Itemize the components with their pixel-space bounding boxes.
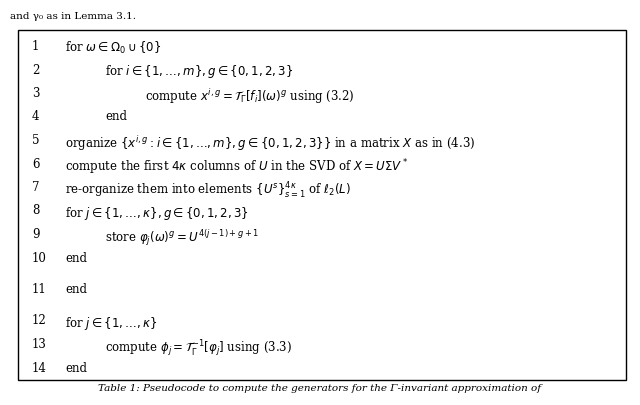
Text: end: end <box>105 111 127 124</box>
Text: 14: 14 <box>32 362 47 375</box>
Text: for $j \in \{1,\ldots,\kappa\}, g \in \{0,1,2,3\}$: for $j \in \{1,\ldots,\kappa\}, g \in \{… <box>65 205 249 222</box>
Text: compute $\phi_j = \mathcal{T}_{\Gamma}^{-1}[\varphi_j]$ using (3.3): compute $\phi_j = \mathcal{T}_{\Gamma}^{… <box>105 338 292 358</box>
Text: Table 1: Pseudocode to compute the generators for the Γ-invariant approximation : Table 1: Pseudocode to compute the gener… <box>99 384 541 393</box>
Text: for $i \in \{1,\ldots,m\}, g \in \{0,1,2,3\}$: for $i \in \{1,\ldots,m\}, g \in \{0,1,2… <box>105 64 293 81</box>
Text: 4: 4 <box>32 111 40 124</box>
Text: for $\omega \in \Omega_0 \cup \{0\}$: for $\omega \in \Omega_0 \cup \{0\}$ <box>65 40 161 56</box>
Text: 11: 11 <box>32 283 47 296</box>
Text: 3: 3 <box>32 87 40 100</box>
Text: 10: 10 <box>32 252 47 264</box>
Text: end: end <box>65 362 87 375</box>
Text: 7: 7 <box>32 181 40 194</box>
Text: 9: 9 <box>32 228 40 241</box>
Text: 1: 1 <box>32 40 40 53</box>
Text: for $j \in \{1,\ldots,\kappa\}$: for $j \in \{1,\ldots,\kappa\}$ <box>65 315 157 332</box>
Text: 6: 6 <box>32 158 40 171</box>
Text: 13: 13 <box>32 338 47 351</box>
Text: store $\varphi_j(\omega)^g = U^{4(j-1)+g+1}$: store $\varphi_j(\omega)^g = U^{4(j-1)+g… <box>105 228 259 248</box>
FancyBboxPatch shape <box>18 30 626 380</box>
Text: compute the first $4\kappa$ columns of $U$ in the SVD of $X = U\Sigma V^*$: compute the first $4\kappa$ columns of $… <box>65 158 408 177</box>
Text: 5: 5 <box>32 134 40 147</box>
Text: re-organize them into elements $\{U^s\}_{s=1}^{4\kappa}$ of $\ell_2(L)$: re-organize them into elements $\{U^s\}_… <box>65 181 351 201</box>
Text: and γ₀ as in Lemma 3.1.: and γ₀ as in Lemma 3.1. <box>10 12 136 21</box>
Text: 8: 8 <box>32 205 40 217</box>
Text: 2: 2 <box>32 64 40 77</box>
Text: end: end <box>65 283 87 296</box>
Text: organize $\{x^{i,g}: i \in \{1,\ldots,m\}, g \in \{0,1,2,3\}\}$ in a matrix $X$ : organize $\{x^{i,g}: i \in \{1,\ldots,m\… <box>65 134 476 153</box>
Text: end: end <box>65 252 87 264</box>
Text: compute $x^{i,g} = \mathcal{T}_{\Gamma}[f_i](\omega)^g$ using (3.2): compute $x^{i,g} = \mathcal{T}_{\Gamma}[… <box>145 87 355 106</box>
Text: 12: 12 <box>32 315 47 328</box>
